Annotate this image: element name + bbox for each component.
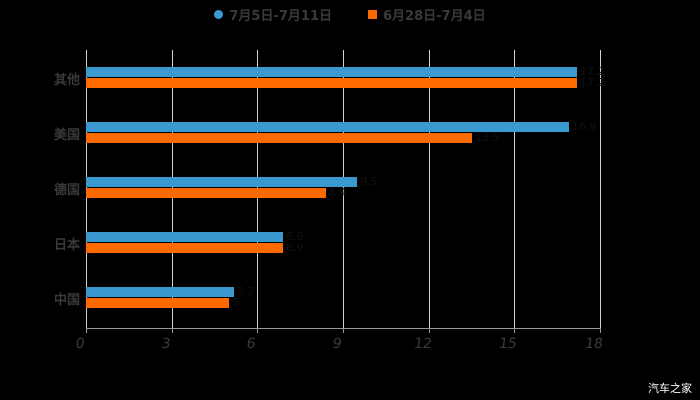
x-tick-label: 18 (583, 336, 605, 352)
watermark: 汽车之家 (648, 382, 692, 395)
x-tick-label: 15 (497, 336, 519, 352)
gridline (343, 50, 344, 328)
legend-label: 7月5日-7月11日 (229, 8, 332, 24)
bar-series-1[interactable] (86, 232, 283, 242)
y-category-label: 德国 (53, 183, 80, 198)
x-axis-tick (514, 328, 515, 333)
x-axis-tick (343, 328, 344, 333)
gridline (514, 50, 515, 328)
data-label: 6.9 (286, 241, 304, 254)
x-axis-tick (600, 328, 601, 333)
bar-series-1[interactable] (86, 287, 234, 297)
square-marker-icon (368, 9, 377, 19)
data-label: 13.5 (475, 131, 500, 144)
bar-series-2[interactable] (86, 133, 472, 143)
y-category-label: 日本 (53, 238, 80, 253)
bar-series-1[interactable] (86, 67, 577, 77)
gridline (600, 50, 601, 328)
y-category-label: 中国 (53, 293, 80, 308)
x-axis-tick (257, 328, 258, 333)
x-axis-tick (429, 328, 430, 333)
y-category-label: 其他 (53, 73, 80, 88)
x-tick-label: 3 (160, 336, 172, 352)
bar-series-2[interactable] (86, 298, 229, 308)
data-label: 17.2 (580, 65, 605, 78)
x-tick-label: 9 (331, 336, 343, 352)
x-tick-label: 6 (245, 336, 257, 352)
x-axis-tick (86, 328, 87, 333)
bar-series-2[interactable] (86, 243, 283, 253)
y-category-label: 美国 (53, 128, 80, 143)
legend-label: 6月28日-7月4日 (383, 8, 486, 24)
bar-series-2[interactable] (86, 78, 577, 88)
bar-series-2[interactable] (86, 188, 326, 198)
x-tick-label: 0 (74, 336, 86, 352)
circle-marker-icon (214, 9, 224, 19)
data-label: 5.2 (237, 285, 255, 298)
x-tick-label: 12 (412, 336, 434, 352)
x-axis-line (86, 328, 601, 329)
data-label: 17.2 (580, 76, 605, 89)
x-axis-tick (172, 328, 173, 333)
data-label: 16.9 (572, 120, 597, 133)
legend: 7月5日-7月11日 6月28日-7月4日 (0, 4, 700, 24)
data-label: 8.4 (329, 186, 347, 199)
data-label: 5 (232, 296, 239, 309)
bar-series-1[interactable] (86, 122, 569, 132)
data-label: 6.9 (286, 230, 304, 243)
data-label: 9.5 (360, 175, 378, 188)
legend-item-series-2[interactable]: 6月28日-7月4日 (368, 4, 486, 24)
legend-item-series-1[interactable]: 7月5日-7月11日 (214, 4, 332, 24)
gridline (429, 50, 430, 328)
bar-series-1[interactable] (86, 177, 357, 187)
